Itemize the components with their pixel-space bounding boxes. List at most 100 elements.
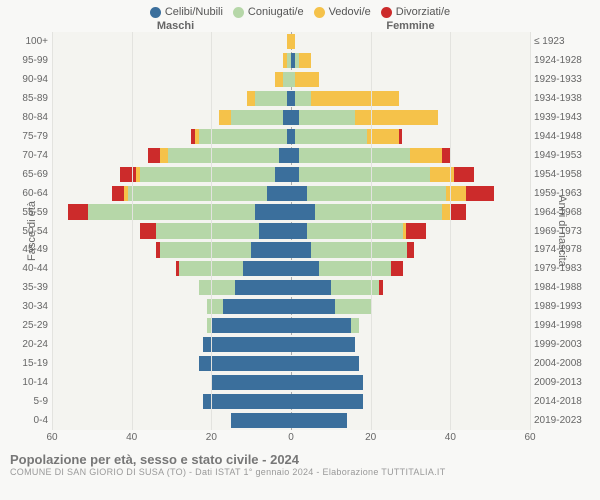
segment-c: [291, 148, 299, 163]
pyramid-row: [52, 203, 530, 222]
female-bar: [291, 280, 530, 295]
pyramid-row: [52, 259, 530, 278]
male-bar: [52, 394, 291, 409]
female-bar: [291, 356, 530, 371]
female-bar: [291, 53, 530, 68]
female-bar: [291, 186, 530, 201]
segment-s: [156, 223, 260, 238]
segment-c: [255, 204, 291, 219]
grid-line: [371, 32, 372, 430]
segment-c: [291, 413, 347, 428]
legend-label: Vedovi/e: [329, 6, 371, 18]
male-bar: [52, 337, 291, 352]
female-bar: [291, 34, 530, 49]
female-bar: [291, 413, 530, 428]
segment-d: [450, 204, 466, 219]
age-tick: 60-64: [0, 184, 48, 203]
pyramid-row: [52, 278, 530, 297]
birthyear-tick: 1939-1943: [534, 108, 600, 127]
segment-v: [299, 53, 311, 68]
male-bar: [52, 53, 291, 68]
gender-headers: Maschi Femmine: [0, 20, 600, 32]
segment-s: [319, 261, 391, 276]
female-bar: [291, 167, 530, 182]
birthyear-tick: ≤ 1923: [534, 32, 600, 51]
legend-swatch: [233, 7, 244, 18]
pyramid-row: [52, 335, 530, 354]
female-bar: [291, 223, 530, 238]
age-tick: 85-89: [0, 89, 48, 108]
segment-c: [291, 375, 363, 390]
male-bar: [52, 129, 291, 144]
female-bar: [291, 299, 530, 314]
segment-c: [291, 318, 351, 333]
age-tick: 5-9: [0, 392, 48, 411]
segment-d: [454, 167, 474, 182]
x-tick: 0: [288, 432, 294, 443]
segment-c: [291, 261, 319, 276]
birthyear-tick: 1949-1953: [534, 146, 600, 165]
legend-swatch: [314, 7, 325, 18]
segment-s: [299, 148, 411, 163]
segment-s: [283, 72, 291, 87]
segment-s: [295, 129, 367, 144]
segment-v: [275, 72, 283, 87]
segment-v: [219, 110, 231, 125]
female-bar: [291, 110, 530, 125]
segment-d: [399, 129, 403, 144]
birthyear-tick: 1954-1958: [534, 165, 600, 184]
female-bar: [291, 129, 530, 144]
female-bar: [291, 394, 530, 409]
pyramid-row: [52, 316, 530, 335]
male-bar: [52, 34, 291, 49]
pyramid-row: [52, 297, 530, 316]
birthyear-tick: 1984-1988: [534, 278, 600, 297]
segment-s: [160, 242, 252, 257]
age-tick: 10-14: [0, 373, 48, 392]
header-male: Maschi: [58, 20, 293, 32]
pyramid-row: [52, 127, 530, 146]
segment-c: [291, 242, 311, 257]
age-tick: 20-24: [0, 335, 48, 354]
male-bar: [52, 110, 291, 125]
birthyear-tick: 2019-2023: [534, 411, 600, 430]
segment-d: [120, 167, 136, 182]
age-tick: 75-79: [0, 127, 48, 146]
legend-item: Divorziati/e: [381, 6, 450, 18]
legend-swatch: [381, 7, 392, 18]
segment-c: [291, 186, 307, 201]
segment-s: [199, 280, 235, 295]
x-tick: 40: [126, 432, 137, 443]
segment-d: [391, 261, 403, 276]
segment-c: [279, 148, 291, 163]
legend-label: Coniugati/e: [248, 6, 304, 18]
segment-s: [299, 110, 355, 125]
chart-footer: Popolazione per età, sesso e stato civil…: [0, 446, 600, 477]
birthyear-tick: 1994-1998: [534, 316, 600, 335]
birthyear-tick: 1934-1938: [534, 89, 600, 108]
segment-s: [255, 91, 287, 106]
male-bar: [52, 413, 291, 428]
segment-c: [291, 110, 299, 125]
age-tick: 95-99: [0, 51, 48, 70]
age-tick: 30-34: [0, 297, 48, 316]
male-bar: [52, 204, 291, 219]
pyramid-row: [52, 51, 530, 70]
pyramid-row: [52, 146, 530, 165]
segment-v: [311, 91, 399, 106]
male-bar: [52, 280, 291, 295]
legend: Celibi/NubiliConiugati/eVedovi/eDivorzia…: [0, 0, 600, 20]
age-tick: 90-94: [0, 70, 48, 89]
plot-area: Fasce di età Anni di nascita 100+95-9990…: [0, 32, 600, 430]
segment-c: [267, 186, 291, 201]
segment-c: [275, 167, 291, 182]
pyramid-row: [52, 373, 530, 392]
y-axis-label-right: Anni di nascita: [556, 195, 568, 267]
legend-label: Divorziati/e: [396, 6, 450, 18]
pyramid-row: [52, 392, 530, 411]
segment-c: [291, 167, 299, 182]
female-bar: [291, 337, 530, 352]
age-tick: 25-29: [0, 316, 48, 335]
male-bar: [52, 261, 291, 276]
grid-line: [211, 32, 212, 430]
